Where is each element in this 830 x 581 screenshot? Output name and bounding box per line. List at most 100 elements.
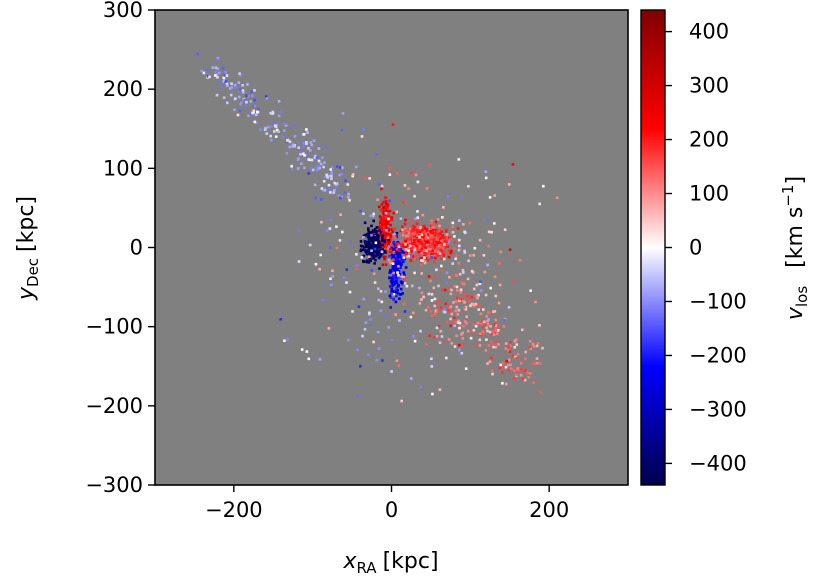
velocity-pixel <box>323 188 327 192</box>
velocity-pixel <box>516 352 520 356</box>
velocity-pixel <box>223 74 227 77</box>
velocity-pixel <box>432 238 435 242</box>
velocity-pixel <box>501 382 504 385</box>
velocity-pixel <box>335 225 338 228</box>
velocity-pixel <box>426 233 429 236</box>
velocity-pixel <box>519 361 523 365</box>
velocity-pixel <box>438 241 442 244</box>
velocity-pixel <box>441 234 444 238</box>
velocity-pixel <box>488 330 492 334</box>
velocity-pixel <box>367 237 371 241</box>
velocity-pixel <box>412 250 415 254</box>
velocity-pixel <box>416 180 420 184</box>
velocity-pixel <box>477 308 480 311</box>
velocity-pixel <box>206 68 209 72</box>
velocity-pixel <box>302 145 305 148</box>
velocity-pixel <box>290 164 293 168</box>
velocity-pixel <box>427 292 431 296</box>
velocity-pixel <box>494 346 497 349</box>
velocity-pixel <box>410 250 414 253</box>
velocity-pixel <box>333 181 336 185</box>
velocity-pixel <box>462 271 465 274</box>
velocity-pixel <box>351 174 354 178</box>
velocity-pixel <box>433 244 437 247</box>
velocity-pixel <box>380 226 383 230</box>
velocity-pixel <box>458 272 462 276</box>
velocity-pixel <box>434 256 437 260</box>
velocity-pixel <box>405 248 408 251</box>
velocity-pixel <box>430 226 433 230</box>
velocity-pixel <box>393 260 397 264</box>
velocity-pixel <box>395 231 399 235</box>
velocity-pixel <box>415 244 419 248</box>
velocity-pixel <box>488 360 492 364</box>
velocity-pixel <box>384 215 388 219</box>
velocity-pixel <box>390 216 394 219</box>
velocity-pixel <box>342 276 346 279</box>
velocity-pixel <box>541 346 544 350</box>
velocity-pixel <box>461 268 465 272</box>
velocity-pixel <box>436 237 439 240</box>
velocity-pixel <box>455 274 458 277</box>
velocity-pixel <box>281 135 285 138</box>
velocity-pixel <box>274 125 278 129</box>
velocity-pixel <box>378 215 382 218</box>
velocity-pixel <box>322 189 325 192</box>
velocity-pixel <box>419 329 422 333</box>
velocity-pixel <box>409 238 413 241</box>
velocity-pixel <box>389 250 392 254</box>
velocity-pixel <box>317 167 320 171</box>
velocity-pixel <box>447 241 451 244</box>
velocity-pixels <box>196 52 559 403</box>
velocity-pixel <box>307 146 310 150</box>
velocity-pixel <box>384 226 388 230</box>
velocity-pixel <box>208 75 211 79</box>
velocity-pixel <box>431 247 434 250</box>
velocity-pixel <box>456 296 459 300</box>
velocity-pixel <box>418 253 421 256</box>
velocity-pixel <box>303 166 306 170</box>
velocity-pixel <box>453 247 456 251</box>
velocity-pixel <box>355 253 358 256</box>
velocity-pixel <box>428 245 432 248</box>
velocity-pixel <box>434 249 438 253</box>
velocity-pixel <box>542 184 545 188</box>
velocity-pixel <box>359 249 363 253</box>
velocity-pixel <box>439 248 443 252</box>
velocity-pixel <box>384 290 387 293</box>
velocity-pixel <box>214 70 217 74</box>
velocity-pixel <box>221 67 225 70</box>
velocity-pixel <box>432 227 435 231</box>
velocity-pixel <box>420 272 423 275</box>
velocity-pixel <box>384 238 388 241</box>
velocity-pixel <box>329 218 333 222</box>
velocity-pixel <box>458 299 461 302</box>
velocity-pixel <box>255 113 258 116</box>
velocity-pixel <box>421 250 425 253</box>
velocity-pixel <box>422 236 426 239</box>
velocity-pixel <box>494 318 498 322</box>
velocity-pixel <box>440 264 443 268</box>
velocity-pixel <box>363 237 366 241</box>
velocity-pixel <box>237 81 241 84</box>
x-tick-label: 0 <box>385 498 398 522</box>
velocity-pixel <box>340 173 343 176</box>
velocity-pixel <box>507 183 511 186</box>
velocity-pixel <box>253 120 257 124</box>
y-tick-label: 300 <box>103 0 143 22</box>
velocity-pixel <box>442 236 445 240</box>
colorbar-tick-label: 100 <box>689 182 729 206</box>
velocity-pixel <box>382 245 386 248</box>
velocity-pixel <box>513 369 516 373</box>
velocity-pixel <box>377 287 380 290</box>
velocity-pixel <box>387 217 390 221</box>
velocity-pixel <box>421 213 425 217</box>
velocity-pixel <box>389 223 392 227</box>
velocity-pixel <box>448 307 451 310</box>
velocity-pixel <box>511 163 515 166</box>
velocity-pixel <box>384 196 387 199</box>
velocity-pixel <box>439 244 443 247</box>
velocity-pixel <box>438 224 441 228</box>
velocity-pixel <box>401 228 404 232</box>
velocity-pixel <box>388 276 391 280</box>
